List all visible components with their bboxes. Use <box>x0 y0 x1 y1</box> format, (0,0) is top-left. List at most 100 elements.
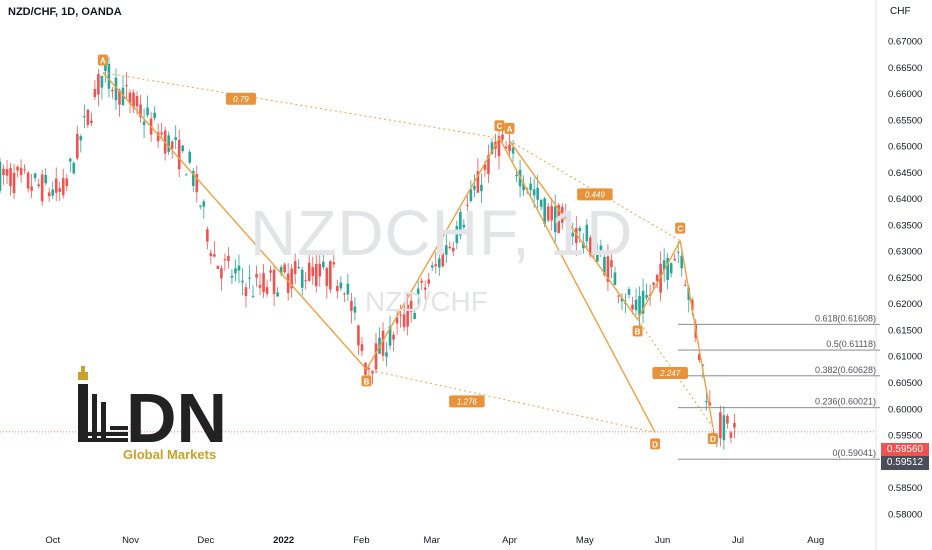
candle-body <box>251 295 255 297</box>
candle-body <box>381 330 385 356</box>
candle-body <box>631 304 634 310</box>
candle-body <box>297 267 300 269</box>
pattern-point-label: B <box>364 377 370 386</box>
x-tick-label: Dec <box>197 535 214 546</box>
candle-body <box>553 206 557 233</box>
candle-body <box>567 223 571 240</box>
candle-body <box>346 283 350 295</box>
candle-body <box>216 265 220 269</box>
fib-level-label: 0(0.59041) <box>832 448 876 458</box>
ratio-label: 1.276 <box>457 397 478 406</box>
candle-body <box>293 261 297 274</box>
symbol-watermark: NZDCHF, 1D <box>250 197 634 269</box>
x-tick-label: Jul <box>732 535 744 546</box>
y-tick-label: 0.60500 <box>888 378 922 389</box>
candle-body <box>726 415 729 424</box>
candle-body <box>76 133 79 159</box>
candle-body <box>33 173 37 179</box>
candle-body <box>135 96 139 107</box>
candle-body <box>501 134 504 140</box>
candle-body <box>125 85 128 87</box>
candle-body <box>546 206 550 221</box>
candle-body <box>673 258 676 261</box>
candle-body <box>40 174 44 202</box>
pattern-point-label: A <box>507 125 513 134</box>
candle-body <box>357 325 360 346</box>
candle-body <box>652 282 655 285</box>
candle-body <box>230 275 234 278</box>
candle-body <box>722 415 726 441</box>
candle-body <box>462 224 466 228</box>
candle-body <box>199 205 202 207</box>
ratio-label: 2.247 <box>659 369 681 378</box>
candle-body <box>676 251 680 253</box>
candle-body <box>350 300 353 311</box>
pattern-leg <box>636 240 681 320</box>
candle-body <box>719 412 722 439</box>
candle-body <box>272 269 276 294</box>
candle-body <box>72 163 76 174</box>
candle-body <box>683 284 687 286</box>
y-tick-label: 0.61500 <box>888 325 922 336</box>
candle-body <box>332 262 336 265</box>
candle-body <box>79 136 83 141</box>
pattern-point-marker <box>632 325 643 337</box>
pair-watermark: NZD/CHF <box>365 286 488 317</box>
candle-body <box>234 268 237 274</box>
candle-body <box>68 158 72 162</box>
candle-body <box>300 269 304 288</box>
y-tick-label: 0.66500 <box>888 63 922 74</box>
candle-body <box>469 189 473 201</box>
candle-body <box>508 144 511 152</box>
pattern-point-marker <box>361 375 372 387</box>
candle-body <box>371 371 374 374</box>
candle-body <box>202 201 206 207</box>
candle-body <box>690 299 694 311</box>
pattern-point-marker <box>650 438 661 450</box>
candle-body <box>19 167 23 176</box>
x-tick-label: May <box>576 535 594 546</box>
y-tick-label: 0.63000 <box>888 247 922 258</box>
candle-body <box>592 234 596 251</box>
ratio-badge <box>449 395 485 408</box>
candle-body <box>550 206 554 221</box>
candle-body <box>385 352 388 357</box>
candle-body <box>564 214 568 219</box>
symbol-title[interactable]: NZD/CHF, 1D, OANDA <box>8 6 122 18</box>
candle-body <box>23 169 26 171</box>
candle-body <box>118 89 121 105</box>
candle-body <box>459 212 462 236</box>
candle-body <box>360 344 364 352</box>
candle-body <box>142 121 146 126</box>
pattern-point-marker <box>494 120 505 132</box>
candle-body <box>93 89 97 98</box>
x-tick-label: Feb <box>353 535 369 546</box>
pattern-point-label: A <box>100 57 106 66</box>
candle-body <box>444 245 448 255</box>
candle-body <box>114 77 118 101</box>
candle-body <box>374 343 378 370</box>
candle-body <box>655 274 659 281</box>
x-tick-label: Oct <box>45 535 60 546</box>
candle-body <box>578 227 582 232</box>
candle-body <box>47 192 51 197</box>
candle-body <box>596 250 599 262</box>
candle-body <box>353 306 357 313</box>
candle-body <box>30 186 33 191</box>
candle-body <box>206 229 209 242</box>
candle-body <box>634 299 638 311</box>
candle-body <box>107 64 111 89</box>
candle-body <box>184 174 188 176</box>
candle-body <box>666 257 669 281</box>
candle-body <box>620 298 624 302</box>
y-tick-label: 0.62500 <box>888 273 922 284</box>
candle-body <box>669 263 673 274</box>
candle-body <box>329 261 332 290</box>
candle-body <box>343 293 346 295</box>
candle-body <box>37 184 40 187</box>
x-tick-label: Mar <box>424 535 440 546</box>
ldn-logo: DN <box>78 366 227 457</box>
candle-body <box>687 287 691 300</box>
candle-body <box>610 260 613 268</box>
